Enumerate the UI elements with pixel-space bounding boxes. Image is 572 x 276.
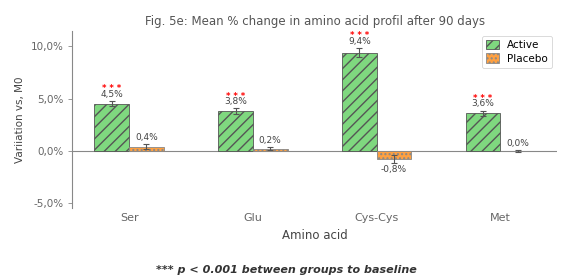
- Title: Fig. 5e: Mean % change in amino acid profil after 90 days: Fig. 5e: Mean % change in amino acid pro…: [145, 15, 485, 28]
- Bar: [342, 52, 376, 151]
- Bar: [466, 113, 500, 151]
- Legend: Active, Placebo: Active, Placebo: [482, 36, 552, 68]
- Text: 4,5%: 4,5%: [101, 90, 123, 99]
- Text: 0,2%: 0,2%: [259, 136, 281, 145]
- Bar: [253, 149, 288, 151]
- Text: * * *: * * *: [474, 94, 492, 103]
- Bar: [376, 151, 411, 159]
- Text: * * *: * * *: [349, 31, 369, 41]
- Text: * * *: * * *: [226, 92, 245, 100]
- X-axis label: Amino acid: Amino acid: [282, 229, 348, 242]
- Text: *** p < 0.001 between groups to baseline: *** p < 0.001 between groups to baseline: [156, 265, 416, 275]
- Text: 3,8%: 3,8%: [224, 97, 247, 106]
- Bar: [218, 111, 253, 151]
- Bar: [129, 147, 164, 151]
- Text: 0,4%: 0,4%: [135, 133, 158, 142]
- Text: 3,6%: 3,6%: [471, 99, 494, 108]
- Text: 9,4%: 9,4%: [348, 37, 371, 46]
- Text: -0,8%: -0,8%: [381, 165, 407, 174]
- Text: * * *: * * *: [102, 84, 121, 93]
- Text: 0,0%: 0,0%: [506, 139, 529, 148]
- Bar: [94, 104, 129, 151]
- Y-axis label: Variiation vs, M0: Variiation vs, M0: [15, 76, 25, 163]
